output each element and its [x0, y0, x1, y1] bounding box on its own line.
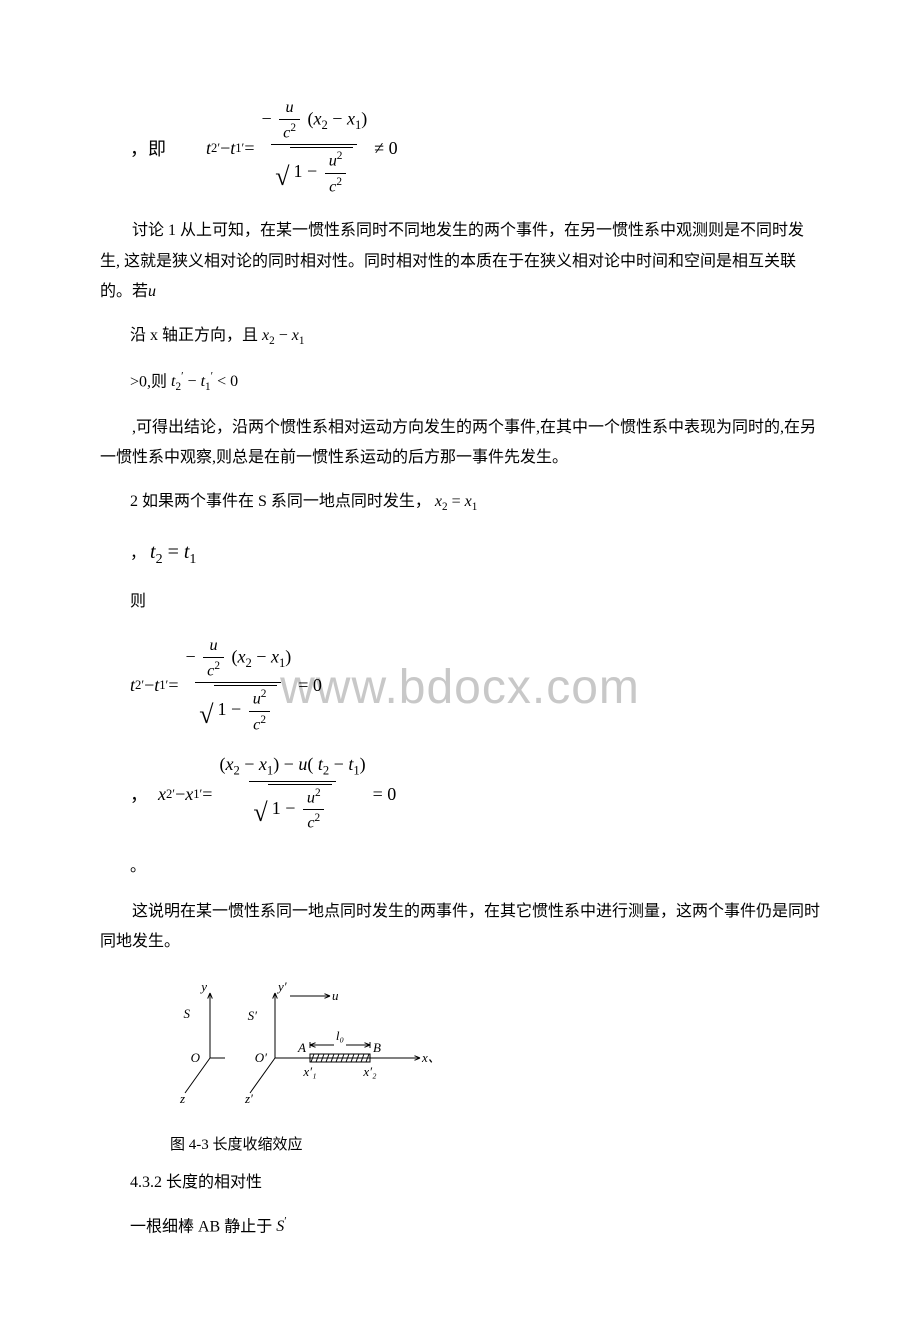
svg-text:A: A	[297, 1040, 306, 1055]
svg-text:y′: y′	[276, 979, 287, 994]
svg-text:S: S	[184, 1006, 191, 1021]
svg-text:l₀: l₀	[336, 1028, 344, 1043]
section-4-3-2: 4.3.2 长度的相对性	[100, 1168, 820, 1198]
formula-tprime-negative: >0,则 t2′ − t1′ < 0	[100, 367, 820, 399]
paragraph-rod-AB: 一根细棒 AB 静止于 S′	[100, 1212, 820, 1243]
text-then: 则	[100, 587, 820, 617]
formula-t-diff-nonzero: ，即 t2′ − t1′ = − u c2 (x2 − x1) 1 − u2 c…	[100, 98, 820, 198]
svg-text:z′: z′	[244, 1091, 253, 1106]
paragraph-same-place: 这说明在某一惯性系同一地点同时发生的两事件，在其它惯性系中进行测量，这两个事件仍…	[100, 897, 820, 958]
text-period: 。	[100, 852, 820, 882]
svg-text:u: u	[332, 988, 339, 1003]
figure-4-3-caption: 图 4-3 长度收缩效应	[170, 1133, 820, 1154]
paragraph-conclusion: ,可得出结论，沿两个惯性系相对运动方向发生的两个事件,在其中一个惯性系中表现为同…	[100, 413, 820, 474]
formula-case-2-intro: 2 如果两个事件在 S 系同一地点同时发生， x2 = x1	[100, 487, 820, 518]
svg-text:x′₂: x′₂	[362, 1064, 377, 1079]
svg-text:x′₁: x′₁	[302, 1064, 316, 1079]
svg-text:S′: S′	[248, 1008, 258, 1023]
svg-text:x、x′: x、x′	[421, 1050, 440, 1065]
length-contraction-svg: yS Oz y′ S′ O′ z′ x、x′ u A Bl₀ x′₁ x′₂	[160, 978, 440, 1118]
svg-text:O: O	[191, 1050, 201, 1065]
svg-text:z: z	[179, 1091, 185, 1106]
svg-text:y: y	[199, 979, 207, 994]
paragraph-discussion-1: 讨论 1 从上可知，在某一惯性系同时不同地发生的两个事件，在另一惯性系中观测则是…	[100, 216, 820, 307]
svg-text:B: B	[373, 1040, 381, 1055]
formula-x2-minus-x1: 沿 x 轴正方向，且 x2 − x1	[100, 321, 820, 352]
formula-xprime-zero: ， x2′ − x1′ = (x2 − x1) − u( t2 − t1) 1 …	[100, 754, 820, 834]
svg-text:O′: O′	[255, 1050, 267, 1065]
formula-tprime-zero: t2′ − t1′ = − u c2 (x2 − x1) 1 − u2 c2 =…	[100, 636, 820, 736]
figure-4-3-diagram: yS Oz y′ S′ O′ z′ x、x′ u A Bl₀ x′₁ x′₂	[160, 978, 820, 1123]
formula-t2-eq-t1: ， t2 = t1	[100, 533, 820, 574]
